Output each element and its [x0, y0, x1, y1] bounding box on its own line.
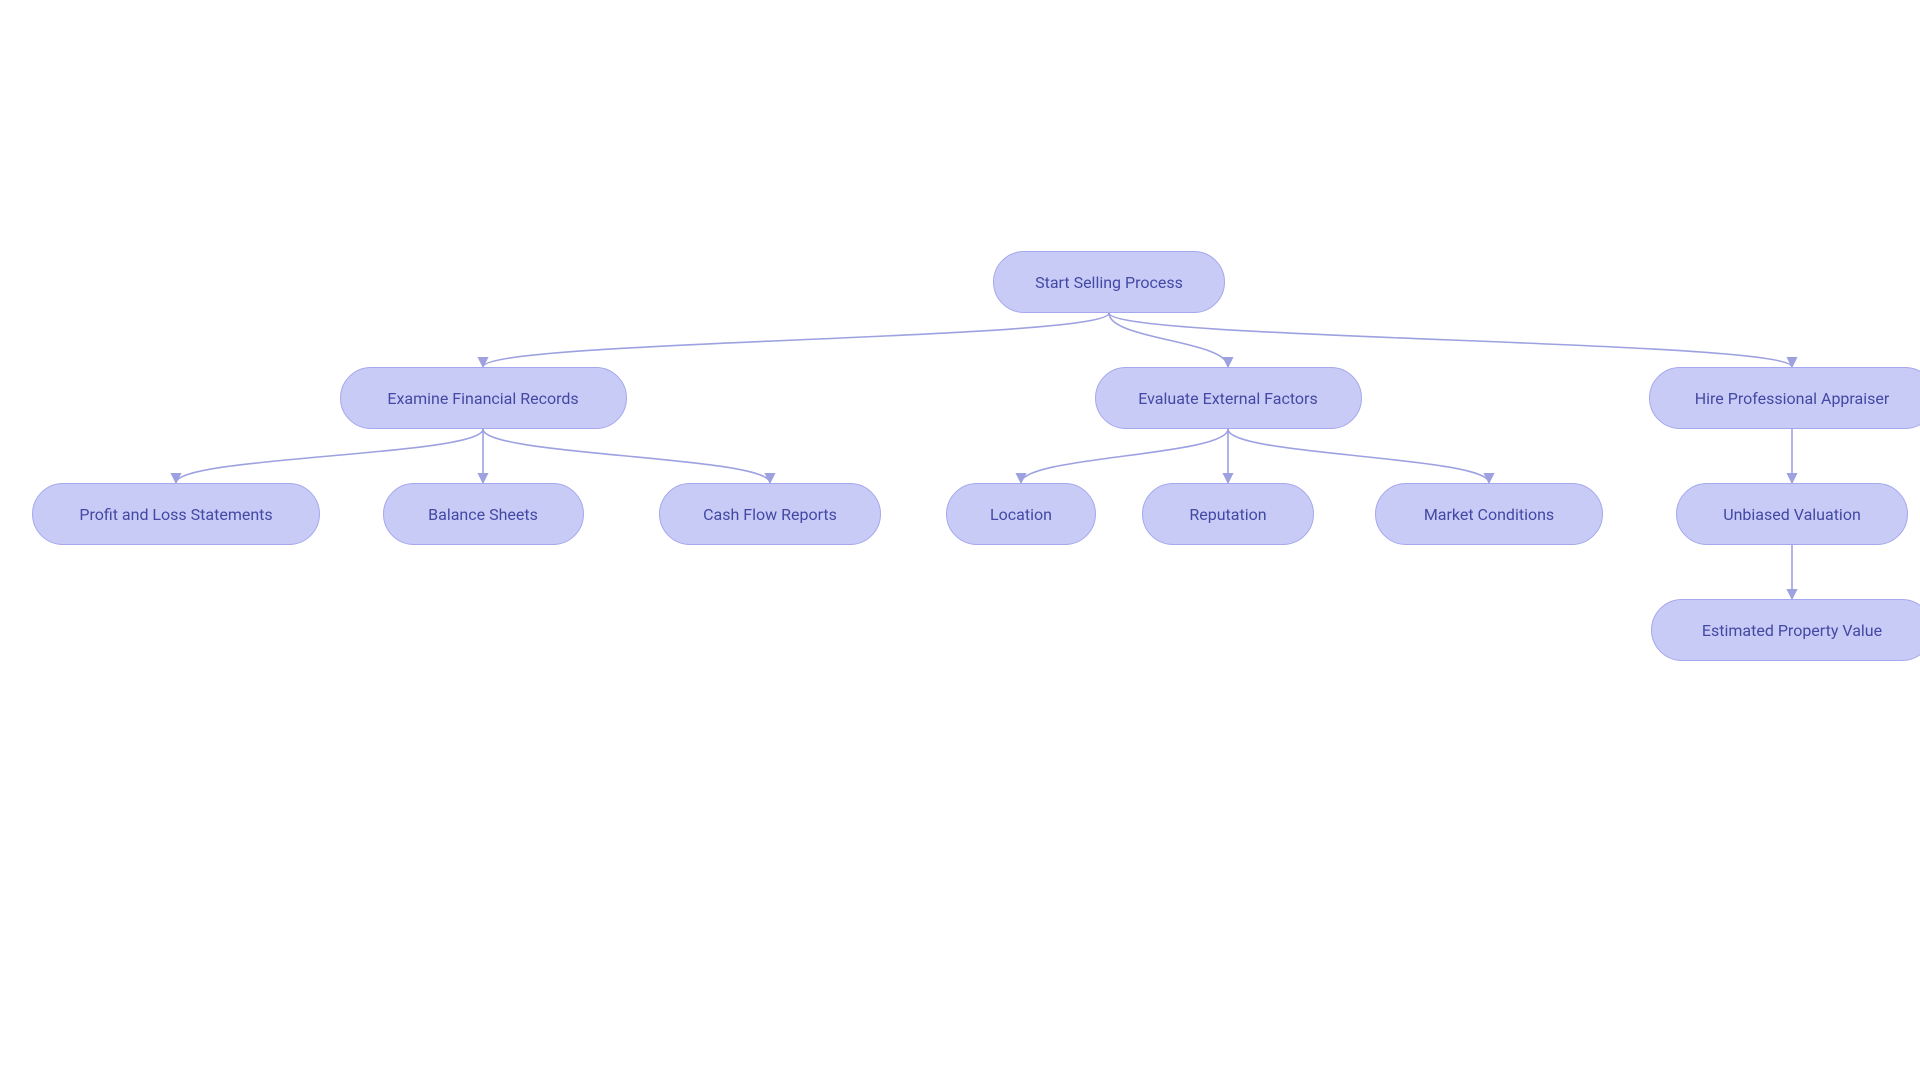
edge-start-examine — [483, 313, 1109, 367]
flowchart-node-start: Start Selling Process — [993, 251, 1225, 313]
flowchart-node-unbiased: Unbiased Valuation — [1676, 483, 1908, 545]
flowchart-node-market: Market Conditions — [1375, 483, 1603, 545]
flowchart-node-cashflow: Cash Flow Reports — [659, 483, 881, 545]
flowchart-node-balance: Balance Sheets — [383, 483, 584, 545]
edge-examine-pnl — [176, 429, 483, 483]
flowchart-node-reputation: Reputation — [1142, 483, 1314, 545]
flowchart-node-evaluate: Evaluate External Factors — [1095, 367, 1362, 429]
flowchart-node-location: Location — [946, 483, 1096, 545]
edge-start-evaluate — [1109, 313, 1228, 367]
edge-evaluate-market — [1228, 429, 1489, 483]
edge-examine-cashflow — [483, 429, 770, 483]
flowchart-node-examine: Examine Financial Records — [340, 367, 627, 429]
flowchart-node-pnl: Profit and Loss Statements — [32, 483, 320, 545]
flowchart-node-hire: Hire Professional Appraiser — [1649, 367, 1920, 429]
flowchart-canvas: Start Selling Process Examine Financial R… — [0, 0, 1920, 1080]
edge-evaluate-location — [1021, 429, 1228, 483]
flowchart-node-estimated: Estimated Property Value — [1651, 599, 1920, 661]
edge-start-hire — [1109, 313, 1792, 367]
